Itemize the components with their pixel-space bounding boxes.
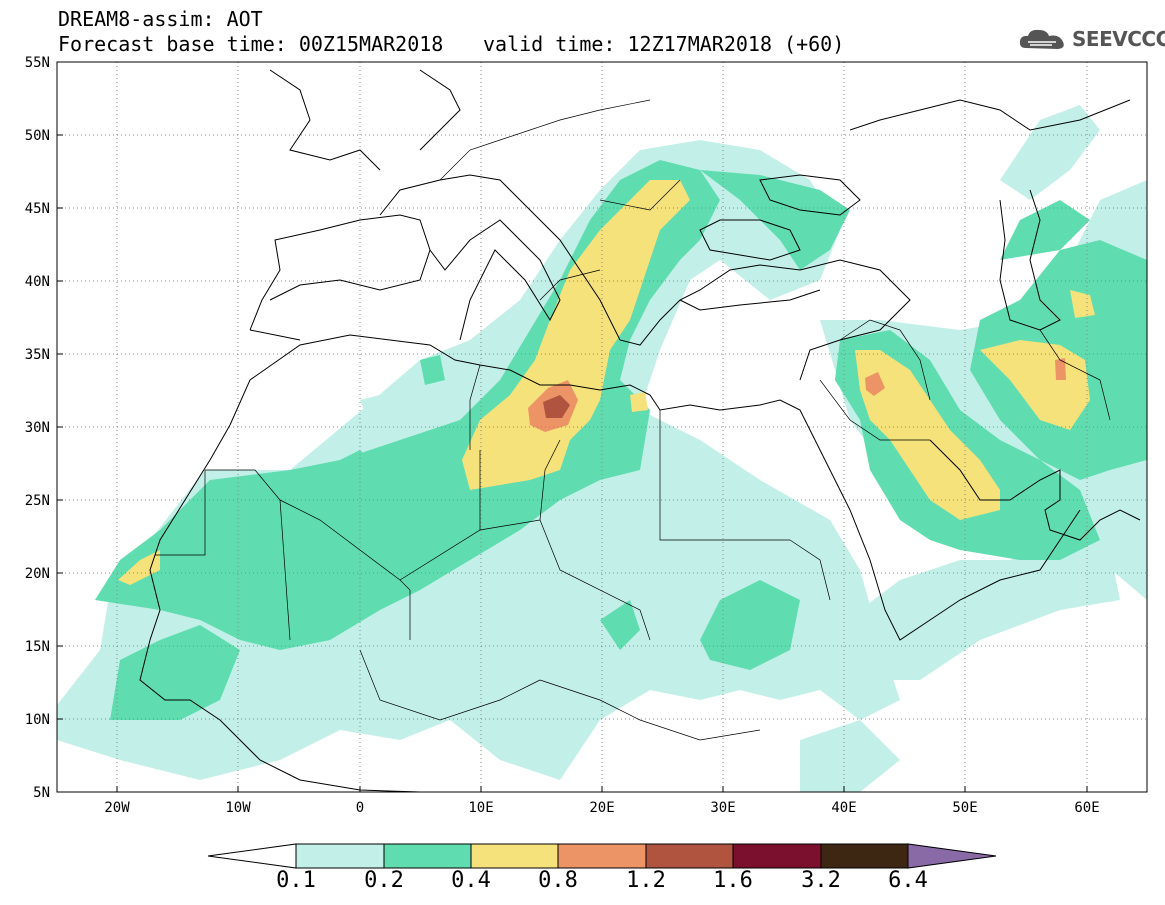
colorbar-box-3 bbox=[470, 843, 559, 869]
colorbar-lower-arrow bbox=[207, 843, 297, 869]
map-title: DREAM8-assim: AOT bbox=[58, 7, 263, 31]
lon-label-30e: 30E bbox=[710, 800, 735, 816]
valid-time: valid time: 12Z17MAR2018 (+60) bbox=[483, 32, 845, 56]
lon-label-20e: 20E bbox=[589, 800, 614, 816]
colorbar-box-4 bbox=[557, 843, 647, 869]
colorbar-box-6 bbox=[732, 843, 822, 869]
forecast-base-time: Forecast base time: 00Z15MAR2018 bbox=[58, 32, 444, 56]
colorbar-box-1 bbox=[295, 843, 385, 869]
lon-label-40e: 40E bbox=[831, 800, 856, 816]
seevccc-logo: SEEVCCC bbox=[1018, 26, 1165, 52]
colorbar-label-6-4: 6.4 bbox=[888, 868, 928, 893]
colorbar-label-0-4: 0.4 bbox=[451, 868, 491, 893]
lat-label-15n: 15N bbox=[25, 639, 50, 655]
lon-label-50e: 50E bbox=[952, 800, 977, 816]
country-borders bbox=[155, 99, 1111, 741]
lat-label-25n: 25N bbox=[25, 493, 50, 509]
colorbar-label-0-1: 0.1 bbox=[276, 868, 316, 893]
lat-label-5n: 5N bbox=[33, 785, 50, 801]
colorbar-upper-arrow bbox=[907, 843, 997, 869]
coastlines bbox=[139, 69, 1141, 792]
lat-label-55n: 55N bbox=[25, 55, 50, 71]
colorbar-box-5 bbox=[645, 843, 734, 869]
colorbar-label-0-8: 0.8 bbox=[538, 868, 578, 893]
lat-label-35n: 35N bbox=[25, 347, 50, 363]
lon-label-0: 0 bbox=[356, 800, 364, 816]
aot-shading bbox=[57, 105, 1147, 792]
lon-label-20w: 20W bbox=[104, 800, 130, 816]
cloud-icon bbox=[1019, 29, 1064, 49]
colorbar-box-2 bbox=[383, 843, 472, 869]
lat-label-45n: 45N bbox=[25, 201, 50, 217]
logo-text: SEEVCCC bbox=[1072, 27, 1165, 51]
lat-label-30n: 30N bbox=[25, 420, 50, 436]
colorbar-label-3-2: 3.2 bbox=[801, 868, 841, 893]
lat-label-10n: 10N bbox=[25, 712, 50, 728]
colorbar bbox=[207, 843, 997, 869]
colorbar-label-1-6: 1.6 bbox=[713, 868, 753, 893]
colorbar-label-1-2: 1.2 bbox=[626, 868, 666, 893]
lat-label-20n: 20N bbox=[25, 566, 50, 582]
colorbar-label-0-2: 0.2 bbox=[364, 868, 404, 893]
lon-label-60e: 60E bbox=[1074, 800, 1099, 816]
colorbar-box-7 bbox=[820, 843, 909, 869]
lon-label-10e: 10E bbox=[468, 800, 493, 816]
lat-label-40n: 40N bbox=[25, 274, 50, 290]
graticule bbox=[57, 62, 1147, 792]
lon-label-10w: 10W bbox=[225, 800, 251, 816]
lat-label-50n: 50N bbox=[25, 128, 50, 144]
